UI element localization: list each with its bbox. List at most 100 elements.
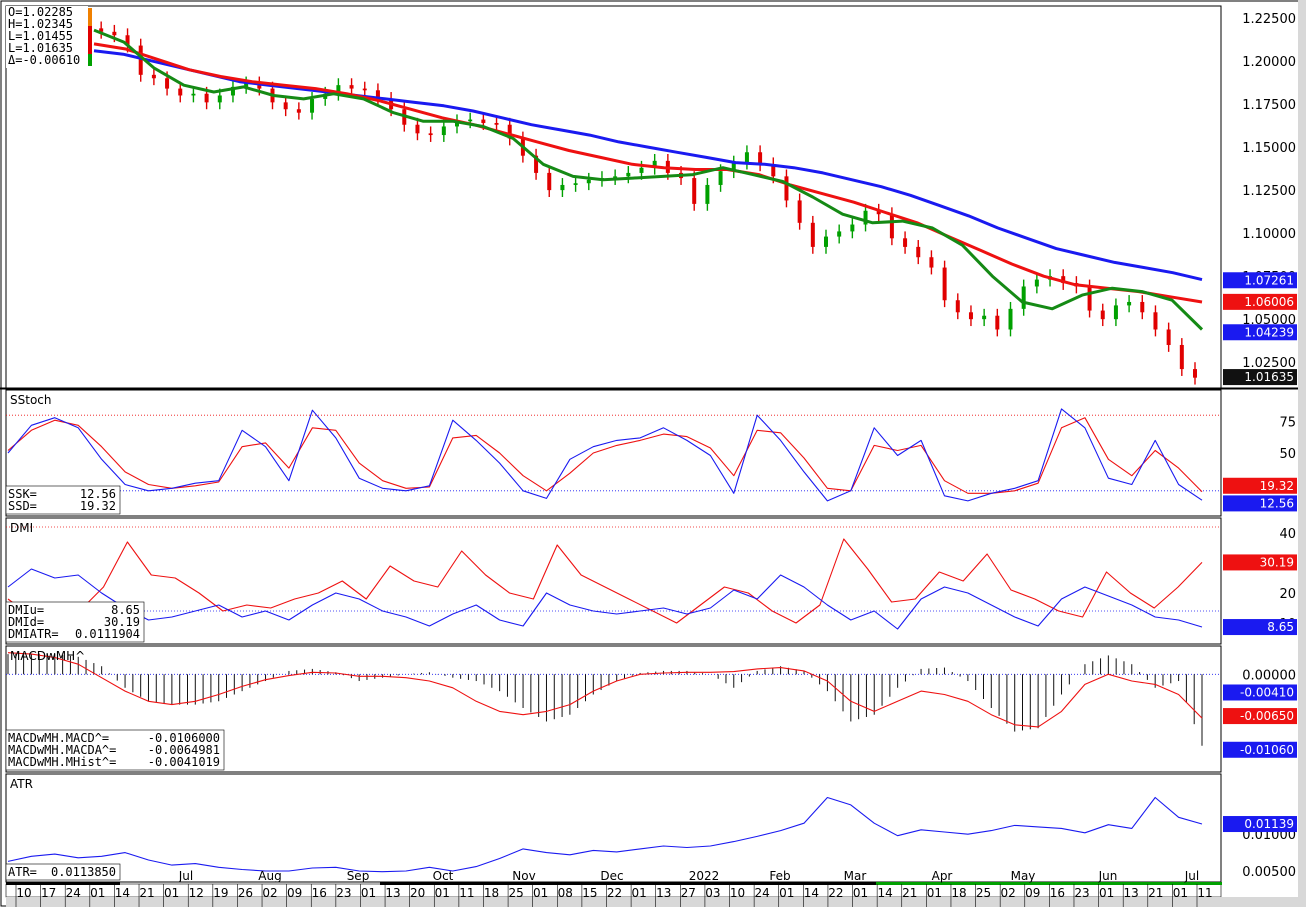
- dmi-tick-label: 20: [1279, 587, 1296, 602]
- price-candle-body: [626, 172, 631, 177]
- date-day-label: 01: [164, 886, 179, 900]
- date-day-label: 27: [681, 886, 696, 900]
- macd-readout-value: -0.0041019: [148, 755, 220, 769]
- atr-value-tag: [1223, 816, 1297, 833]
- price-value-tag: [1223, 272, 1297, 289]
- price-candle-body: [230, 86, 235, 96]
- readout-swatch: [88, 54, 92, 66]
- price-tick-label: 1.15000: [1242, 141, 1296, 156]
- price-candle-body: [744, 152, 749, 163]
- macd-value-tag-text: -0.01060: [1240, 743, 1294, 757]
- dmi-readout-box: [5, 601, 145, 643]
- date-day-label: 20: [410, 886, 425, 900]
- date-day-label: 01: [90, 886, 105, 900]
- macd-value-tag: [1223, 708, 1297, 725]
- date-day-label: 01: [361, 886, 376, 900]
- ssd-line: [7, 417, 1203, 494]
- price-candle-body: [125, 35, 130, 46]
- price-candle-body: [797, 200, 802, 223]
- date-day-label: 11: [459, 886, 474, 900]
- date-day-label: 13: [1124, 886, 1139, 900]
- date-day-label: 19: [213, 886, 228, 900]
- price-candle-body: [415, 124, 420, 134]
- price-candle-body: [217, 95, 222, 103]
- date-day-label: 26: [238, 886, 253, 900]
- price-candle-body: [349, 85, 354, 89]
- ohlc-readout-line: Δ=-0.00610: [8, 53, 80, 67]
- date-day-label: 23: [336, 886, 351, 900]
- dmi-value-tag: [1223, 554, 1297, 571]
- price-candle-body: [863, 210, 868, 225]
- price-candle-body: [257, 83, 262, 89]
- atr-readout-box: [5, 863, 121, 881]
- date-day-label: 22: [828, 886, 843, 900]
- date-month-label: Aug: [258, 869, 281, 883]
- dmi-readout-label: DMIu=: [8, 603, 44, 617]
- date-axis-band: [876, 882, 1222, 885]
- dmi-value-tag: [1223, 619, 1297, 636]
- price-candle-body: [481, 119, 486, 124]
- date-day-label: 01: [927, 886, 942, 900]
- macd-value-tag: [1223, 741, 1297, 758]
- date-month-label: Nov: [512, 869, 535, 883]
- date-day-label: 13: [656, 886, 671, 900]
- sstoch-panel-frame: [5, 389, 1222, 517]
- date-day-label: 03: [705, 886, 720, 900]
- sstoch-title: SStoch: [10, 393, 51, 407]
- price-candle-body: [534, 155, 539, 173]
- date-day-label: 21: [139, 886, 154, 900]
- macda-line: [7, 652, 1203, 728]
- macd-value-tag: [1223, 684, 1297, 701]
- date-day-label: 01: [533, 886, 548, 900]
- price-candle-body: [1061, 276, 1066, 284]
- price-candle-body: [494, 123, 499, 125]
- date-day-label: 01: [1099, 886, 1114, 900]
- date-day-label: 09: [287, 886, 302, 900]
- date-day-label: 01: [779, 886, 794, 900]
- atr-tick-label: 0.00500: [1242, 865, 1296, 880]
- ohlc-readout-box: [6, 6, 88, 68]
- ohlc-readout-line: L=1.01455: [8, 29, 73, 43]
- readout-swatch: [88, 8, 92, 26]
- ssk-line: [7, 408, 1203, 502]
- atr-line: [7, 796, 1203, 873]
- price-candle-body: [468, 119, 473, 122]
- dmiu-line: [7, 568, 1203, 630]
- price-value-tag-text: 1.04239: [1244, 325, 1294, 339]
- price-candle-body: [507, 124, 512, 139]
- macd-readout-value: -0.0064981: [148, 743, 220, 757]
- ohlc-readout-line: L=1.01635: [8, 41, 73, 55]
- price-candle-body: [178, 88, 183, 96]
- atr-title: ATR: [10, 777, 33, 791]
- blue-ma-line: [93, 49, 1203, 282]
- price-candle-body: [916, 246, 921, 258]
- date-day-label: 02: [262, 886, 277, 900]
- date-month-label: Jul: [178, 869, 193, 883]
- red-ma-line: [93, 42, 1203, 304]
- price-candle-body: [1127, 301, 1132, 306]
- green-ma-line: [93, 28, 1204, 331]
- macd-readout-box: [5, 729, 225, 771]
- date-axis-shade: [6, 897, 1298, 907]
- sstoch-readout-value: 19.32: [80, 499, 116, 513]
- date-month-label: Apr: [932, 869, 953, 883]
- price-candle-body: [968, 312, 973, 320]
- dmid-line: [7, 538, 1203, 627]
- price-candle-body: [942, 267, 947, 301]
- dmi-readout-value: 30.19: [104, 615, 140, 629]
- date-day-label: 12: [189, 886, 204, 900]
- price-tick-label: 1.20000: [1242, 55, 1296, 70]
- price-candle-body: [547, 172, 552, 191]
- date-month-label: Jul: [1184, 869, 1199, 883]
- price-candle-body: [758, 152, 763, 165]
- price-candle-body: [1140, 301, 1145, 313]
- date-day-label: 25: [508, 886, 523, 900]
- sstoch-readout-value: 12.56: [80, 487, 116, 501]
- dmi-title: DMI: [10, 521, 33, 535]
- price-tick-label: 1.12500: [1242, 184, 1296, 199]
- price-candle-body: [1166, 329, 1171, 345]
- price-value-tag-text: 1.06006: [1244, 295, 1294, 309]
- price-candle-body: [560, 184, 565, 191]
- price-candle-body: [639, 167, 644, 173]
- price-candle-body: [718, 171, 723, 185]
